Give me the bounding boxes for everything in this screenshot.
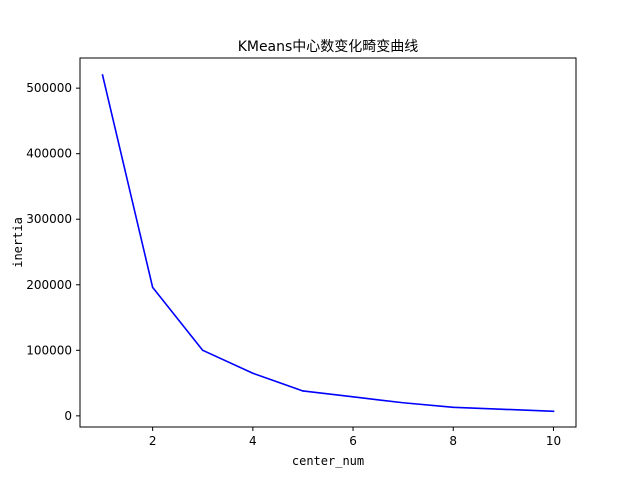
y-tick-label: 300000 <box>26 212 72 226</box>
y-tick-label: 200000 <box>26 278 72 292</box>
plot-area <box>79 57 577 428</box>
y-tick-label: 500000 <box>26 81 72 95</box>
data-point <box>302 390 304 392</box>
data-point <box>452 406 455 409</box>
x-tick-label: 8 <box>449 434 457 448</box>
chart-title: KMeans中心数变化畸变曲线 <box>238 39 419 55</box>
x-tick-label: 2 <box>149 434 157 448</box>
data-point <box>252 372 254 375</box>
data-point <box>201 349 204 352</box>
y-axis: 0 100000 200000 300000 400000 500000 <box>26 81 80 423</box>
y-tick-label: 100000 <box>26 343 72 357</box>
series-layer <box>101 74 555 413</box>
data-point <box>151 286 154 289</box>
x-tick-label: 6 <box>349 434 357 448</box>
data-point <box>101 74 104 76</box>
series-line <box>101 74 555 413</box>
y-axis-label: inertia <box>11 217 25 268</box>
data-point <box>552 410 555 413</box>
axes-frame <box>79 57 577 428</box>
x-axis: 2 4 6 8 10 <box>149 427 561 448</box>
y-tick-label: 0 <box>64 409 72 423</box>
x-tick-label: 10 <box>546 434 561 448</box>
data-point <box>402 401 404 404</box>
y-tick-label: 400000 <box>26 147 72 161</box>
data-point <box>352 396 354 398</box>
x-tick-label: 4 <box>249 434 257 448</box>
x-axis-label: center_num <box>292 454 364 468</box>
data-point <box>502 408 505 411</box>
